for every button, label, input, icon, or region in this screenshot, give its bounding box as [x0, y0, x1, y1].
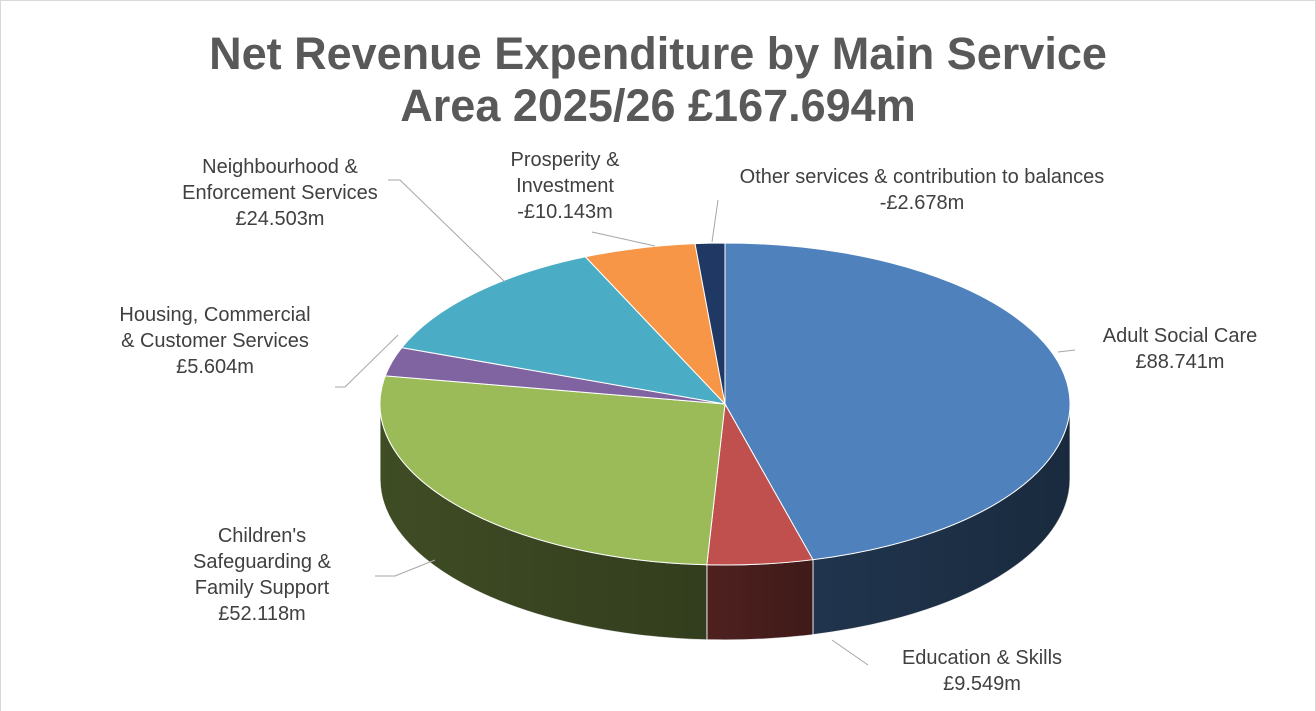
category-label: Prosperity & Investment	[510, 149, 620, 197]
data-label: Neighbourhood & Enforcement Services £24.…	[170, 154, 390, 232]
slice	[694, 242, 726, 405]
data-label: Other services & contribution to balance…	[722, 164, 1122, 216]
leader-line	[711, 199, 719, 243]
data-label: Housing, Commercial & Customer Services £…	[115, 302, 315, 380]
value-label: -£2.678m	[879, 192, 965, 214]
slice-side-shade	[380, 404, 707, 640]
leader-line	[335, 334, 399, 388]
data-label: Prosperity & Investment -£10.143m	[485, 147, 645, 225]
data-label: Adult Social Care £88.741m	[1060, 323, 1300, 375]
category-label: Neighbourhood & Enforcement Services	[182, 156, 378, 204]
category-label: Education & Skills	[901, 647, 1063, 669]
data-label: Children's Safeguarding & Family Support…	[177, 523, 347, 627]
leader-line	[831, 639, 869, 666]
value-label: £5.604m	[176, 356, 254, 378]
slice	[400, 256, 727, 405]
category-label: Children's Safeguarding & Family Support	[193, 525, 331, 599]
value-label: £52.118m	[218, 603, 306, 625]
leader-line	[591, 231, 656, 247]
leader-line	[388, 179, 506, 283]
slice	[379, 375, 726, 566]
chart-title: Net Revenue Expenditure by Main Service …	[209, 28, 1107, 131]
value-label: £9.549m	[943, 673, 1021, 695]
leader-line	[375, 559, 436, 577]
slice-side-shade	[812, 404, 1070, 635]
category-label: Other services & contribution to balance…	[739, 166, 1105, 188]
category-label: Adult Social Care	[1102, 325, 1258, 347]
data-label: Education & Skills £9.549m	[862, 645, 1102, 697]
slice-side-shade	[706, 559, 813, 640]
value-label: £24.503m	[235, 208, 325, 230]
leader-line	[1057, 349, 1076, 353]
value-label: -£10.143m	[517, 201, 613, 223]
value-label: £88.741m	[1135, 351, 1225, 373]
category-label: Housing, Commercial & Customer Services	[119, 304, 311, 352]
slice	[724, 242, 1071, 561]
